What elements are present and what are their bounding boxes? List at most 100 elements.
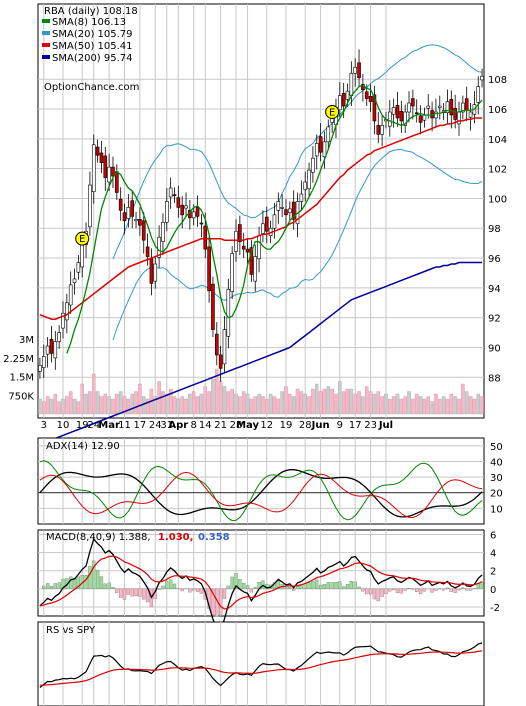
- volume-bar: [161, 391, 165, 415]
- volume-bar: [314, 383, 319, 415]
- volume-bar: [391, 396, 396, 415]
- macd-histogram-bar: [142, 588, 146, 600]
- macd-histogram-bar: [111, 587, 115, 589]
- candle-body: [191, 211, 196, 219]
- candle-body: [49, 338, 54, 354]
- bollinger-upper: [112, 44, 483, 260]
- candle-body: [414, 112, 419, 115]
- minus-di-line: [39, 471, 483, 519]
- price-tick-label: 90: [488, 343, 501, 354]
- volume-bar: [338, 381, 342, 415]
- candle-body: [134, 219, 138, 222]
- macd-histogram-bar: [165, 581, 169, 589]
- macd-histogram-bar: [138, 588, 142, 597]
- candle-body: [249, 247, 254, 275]
- macd-histogram-bar: [99, 576, 104, 589]
- macd-histogram-bar: [480, 581, 484, 589]
- candle-body: [226, 289, 231, 337]
- volume-bar: [84, 393, 88, 415]
- macd-histogram-bar: [288, 586, 292, 589]
- macd-histogram-bar: [276, 580, 280, 589]
- volume-bar: [368, 391, 373, 415]
- volume-bar: [238, 396, 242, 415]
- legend-swatch: [42, 43, 50, 47]
- volume-bar: [138, 383, 142, 415]
- volume-bar: [38, 398, 42, 415]
- volume-bar: [230, 388, 234, 415]
- volume-bar: [111, 398, 115, 415]
- macd-histogram-bar: [368, 588, 373, 595]
- candle-body: [157, 236, 161, 258]
- volume-bar: [134, 391, 138, 415]
- candle-body: [426, 105, 431, 109]
- candle-body: [130, 200, 134, 217]
- volume-bar: [395, 393, 400, 415]
- candle-body: [218, 354, 223, 369]
- volume-bar: [245, 393, 250, 415]
- x-tick-label: 11: [118, 420, 131, 431]
- macd-panel-frame: [37, 529, 485, 617]
- x-tick-label: 21: [214, 420, 227, 431]
- macd-histogram-bar: [361, 588, 365, 592]
- candle-body: [388, 111, 392, 127]
- candle-body: [99, 152, 104, 163]
- volume-bar: [88, 391, 92, 415]
- volume-bar: [118, 391, 123, 415]
- candle-body: [399, 110, 404, 122]
- candle-body: [261, 223, 265, 234]
- candle-body: [453, 107, 457, 120]
- candle-body: [364, 91, 369, 99]
- price-tick-label: 108: [488, 75, 507, 86]
- candle-body: [141, 220, 146, 241]
- candle-body: [207, 246, 211, 292]
- legend-swatch: [42, 55, 50, 59]
- macd-histogram-bar: [242, 582, 246, 589]
- candle-body: [72, 278, 77, 283]
- candle-body: [311, 157, 315, 173]
- legend-swatch: [42, 19, 50, 23]
- macd-histogram-bar: [180, 588, 184, 592]
- price-tick-label: 102: [488, 165, 507, 176]
- candle-body: [53, 341, 58, 359]
- price-tick-label: 96: [488, 254, 501, 265]
- macd-histogram-bar: [338, 581, 342, 589]
- price-tick-label: 94: [488, 284, 501, 295]
- macd-panel-tick-label: -2: [490, 603, 500, 614]
- volume-bar: [61, 398, 65, 415]
- candle-body: [257, 235, 261, 260]
- volume-bar: [103, 393, 108, 415]
- volume-bar: [280, 391, 284, 415]
- candle-body: [314, 142, 319, 157]
- macd-histogram-bar: [411, 588, 415, 590]
- candle-body: [107, 166, 111, 183]
- macd-histogram-bar: [311, 581, 315, 589]
- macd-histogram-bar: [88, 566, 92, 589]
- volume-bar: [99, 396, 104, 415]
- macd-histogram-bar: [84, 575, 88, 589]
- macd-histogram-bar: [468, 588, 473, 591]
- macd-signal-line: [39, 555, 483, 610]
- volume-bar: [464, 391, 469, 415]
- macd-histogram-bar: [195, 588, 200, 592]
- volume-tick-label: 3M: [19, 335, 34, 346]
- macd-histogram-bar: [345, 584, 350, 589]
- volume-bar: [472, 398, 477, 415]
- candle-body: [357, 62, 361, 79]
- legend-label: SMA(50) 105.41: [52, 41, 133, 52]
- legend-label: SMA(200) 95.74: [52, 53, 133, 64]
- volume-bar: [72, 398, 77, 415]
- volume-bar: [80, 383, 84, 415]
- macd-histogram-bar: [76, 576, 81, 589]
- rs-line: [39, 642, 483, 688]
- macd-histogram-bar: [226, 585, 230, 589]
- candle-body: [303, 181, 308, 190]
- legend-label: SMA(20) 105.79: [52, 29, 133, 40]
- candle-body: [272, 214, 277, 229]
- x-tick-label: Jun: [311, 420, 330, 431]
- macd-histogram-bar: [253, 586, 257, 589]
- volume-bar: [76, 401, 81, 415]
- candle-body: [214, 333, 219, 356]
- macd-histogram-bar: [445, 587, 450, 589]
- candle-body: [276, 201, 281, 211]
- macd-histogram-bar: [430, 588, 434, 593]
